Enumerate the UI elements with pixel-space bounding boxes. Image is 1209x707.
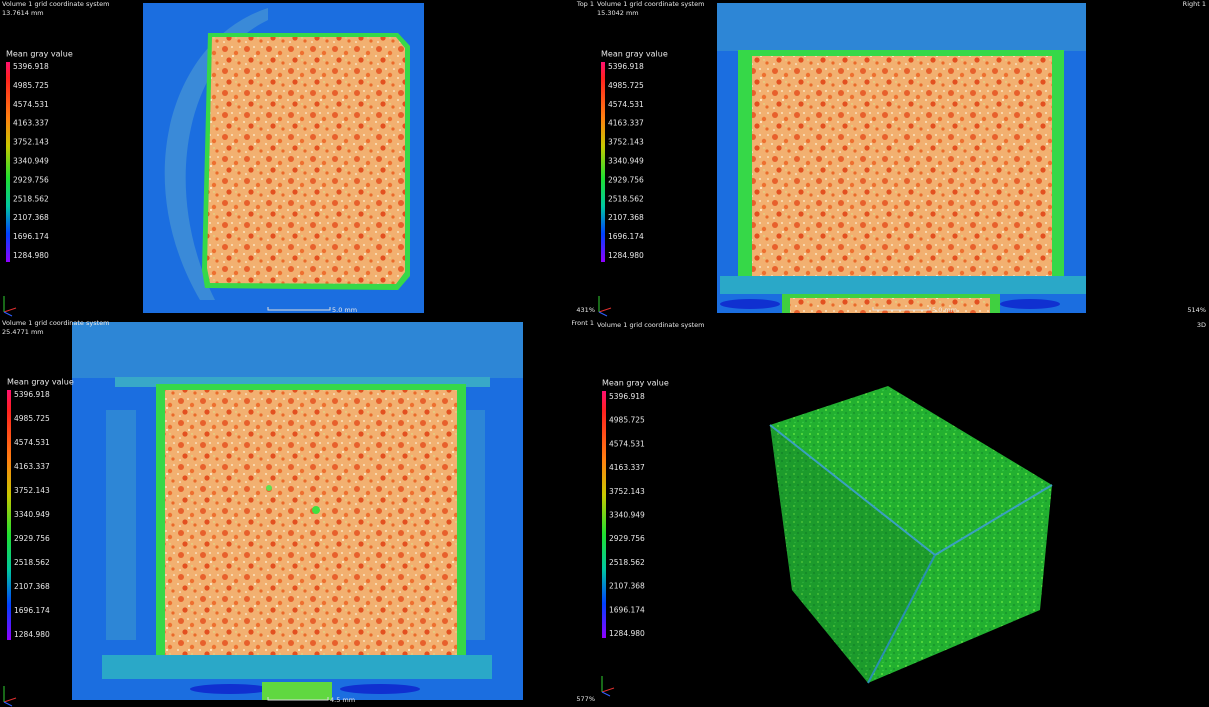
axis-x (3, 697, 17, 703)
legend-value: 3340.949 (608, 157, 644, 166)
legend-value: 5396.918 (608, 62, 644, 71)
scale-bar-label: 5.0 mm (932, 306, 957, 314)
legend-title: Mean gray value (6, 50, 73, 59)
color-bar (6, 62, 10, 262)
zoom-level: 514% (1187, 306, 1206, 314)
legend-value: 4163.337 (13, 119, 49, 128)
legend-value: 3340.949 (609, 511, 645, 520)
scale-bar-label: 4.5 mm (330, 696, 355, 704)
legend-value: 1284.980 (608, 251, 644, 260)
legend-value: 4985.725 (14, 414, 50, 423)
legend-value: 4574.531 (609, 439, 645, 448)
legend-value: 5396.918 (609, 392, 645, 401)
legend-value: 2929.756 (609, 534, 645, 543)
axis-x (601, 687, 615, 693)
legend-value: 5396.918 (13, 62, 49, 71)
zoom-level: 431% (576, 306, 595, 314)
legend-value: 3340.949 (14, 510, 50, 519)
coordinate-system-label: Volume 1 grid coordinate system (2, 319, 109, 327)
legend-value: 4574.531 (13, 100, 49, 109)
color-bar (602, 391, 606, 638)
viewport-name: 3D (1197, 321, 1206, 329)
legend-value: 1284.980 (609, 629, 645, 638)
legend-value: 4574.531 (608, 100, 644, 109)
legend-value: 4574.531 (14, 438, 50, 447)
scale-bar (267, 697, 329, 701)
viewport-name: Right 1 (1183, 0, 1206, 8)
legend-value: 2107.368 (608, 213, 644, 222)
legend-value: 5396.918 (14, 390, 50, 399)
legend-title: Mean gray value (601, 50, 668, 59)
distance-label: 13.7614 mm (2, 9, 44, 17)
legend-value: 1696.174 (608, 232, 644, 241)
zoom-level: 577% (576, 695, 595, 703)
legend-value: 3752.143 (608, 138, 644, 147)
axis-x (598, 307, 612, 313)
legend-title: Mean gray value (602, 379, 669, 388)
viewport-name: Front 1 (571, 319, 594, 327)
axis-z (3, 701, 13, 707)
distance-label: 25.4771 mm (2, 328, 44, 336)
legend-value: 2107.368 (609, 582, 645, 591)
legend-value: 4985.725 (608, 81, 644, 90)
viewport-image (717, 3, 1086, 313)
legend-value: 1284.980 (13, 251, 49, 260)
legend-value: 3340.949 (13, 157, 49, 166)
color-bar (7, 390, 11, 640)
legend-value: 1696.174 (13, 232, 49, 241)
color-bar (601, 62, 605, 262)
legend-title: Mean gray value (7, 378, 74, 387)
legend-value: 2518.562 (608, 194, 644, 203)
legend-value: 1696.174 (609, 605, 645, 614)
legend-value: 4985.725 (13, 81, 49, 90)
legend-value: 1284.980 (14, 630, 50, 639)
viewport-image (72, 322, 523, 700)
legend-value: 2929.756 (14, 534, 50, 543)
viewport-image (143, 3, 424, 313)
legend-value: 4985.725 (609, 416, 645, 425)
legend-value: 2929.756 (13, 175, 49, 184)
scale-bar (872, 307, 931, 311)
legend-value: 2518.562 (609, 558, 645, 567)
legend-value: 2518.562 (13, 194, 49, 203)
scale-bar-label: 5.0 mm (332, 306, 357, 314)
viewport-name: Top 1 (576, 0, 594, 8)
legend-value: 2107.368 (14, 582, 50, 591)
distance-label: 15.3042 mm (597, 9, 639, 17)
legend-value: 4163.337 (608, 119, 644, 128)
legend-value: 2929.756 (608, 175, 644, 184)
axis-z (601, 691, 611, 697)
viewport-image (769, 386, 1053, 684)
axis-x (3, 307, 17, 313)
coordinate-system-label: Volume 1 grid coordinate system (597, 0, 704, 8)
legend-value: 3752.143 (609, 487, 645, 496)
legend-value: 3752.143 (14, 486, 50, 495)
legend-value: 1696.174 (14, 606, 50, 615)
legend-value: 3752.143 (13, 138, 49, 147)
legend-value: 2518.562 (14, 558, 50, 567)
scale-bar (267, 307, 331, 311)
axis-z (3, 311, 13, 317)
legend-value: 4163.337 (14, 462, 50, 471)
legend-value: 4163.337 (609, 463, 645, 472)
legend-value: 2107.368 (13, 213, 49, 222)
coordinate-system-label: Volume 1 grid coordinate system (597, 321, 704, 329)
coordinate-system-label: Volume 1 grid coordinate system (2, 0, 109, 8)
axis-z (598, 311, 608, 317)
